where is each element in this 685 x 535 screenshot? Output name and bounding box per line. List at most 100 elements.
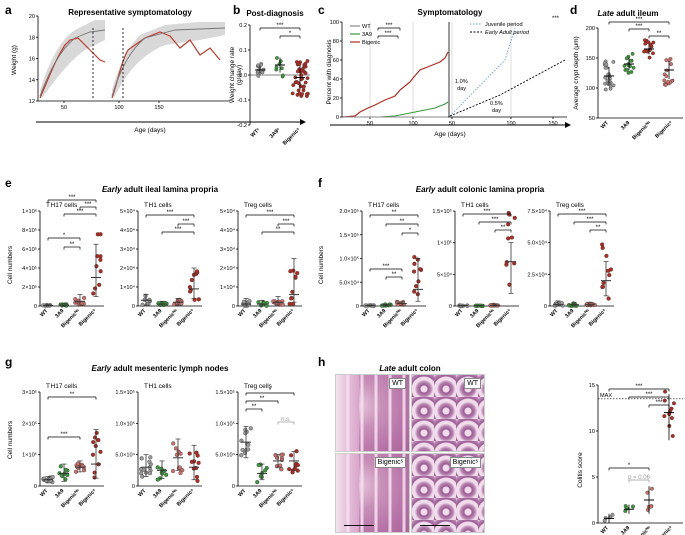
panel-f3-point bbox=[600, 242, 605, 247]
panel-g2-point bbox=[178, 470, 183, 476]
panel-b-point bbox=[305, 76, 310, 81]
panel-f2-y-tick-label: 0 bbox=[449, 304, 452, 310]
panel-e1-category-label: WT bbox=[39, 308, 50, 319]
panel-e2-y-tick-label: 5×10⁴ bbox=[120, 208, 136, 215]
panel-g2-point bbox=[147, 471, 153, 476]
panel-c-title: Symptomatology bbox=[418, 8, 483, 17]
panel-g3-point bbox=[239, 453, 244, 458]
panel-d-point bbox=[664, 58, 669, 62]
panel-g2-y-tick-label: 1.0×10⁵ bbox=[115, 420, 135, 427]
panel-d-sig-label: *** bbox=[635, 24, 643, 30]
panel-f2-point bbox=[504, 260, 509, 265]
panel-f3-point bbox=[600, 284, 606, 289]
panel-f3-sig-label: *** bbox=[586, 217, 594, 223]
panel-g3-sig-label: ** bbox=[260, 396, 265, 402]
panel-h-point bbox=[649, 486, 654, 491]
panel-b-point bbox=[295, 69, 300, 74]
panel-a-y-tick-label: 14 bbox=[29, 78, 35, 84]
panel-g-title: Early adult mesenteric lymph nodes bbox=[92, 364, 229, 373]
panel-b-point bbox=[297, 62, 302, 66]
panel-g1-point bbox=[91, 440, 96, 445]
panel-g2-point bbox=[194, 474, 200, 480]
panel-e3-sig-label: *** bbox=[266, 210, 274, 216]
panel-e2-point bbox=[196, 297, 201, 302]
panel-d-point bbox=[624, 67, 629, 72]
panel-f3-category-label: 3A9 bbox=[564, 308, 575, 319]
panel-d-point bbox=[647, 55, 652, 60]
panel-b-y-tick-label: -0.1 bbox=[237, 98, 247, 104]
panel-e3-sig-label: *** bbox=[282, 219, 290, 225]
panel-c-x-tick-label: 50 bbox=[449, 121, 455, 127]
panel-h-point bbox=[663, 389, 668, 394]
panel-h-sig-label: *** bbox=[655, 400, 663, 406]
panel-g3-sig-label: ** bbox=[252, 404, 257, 410]
panel-c-x-tick-label: 150 bbox=[548, 121, 557, 127]
panel-b-point bbox=[303, 61, 308, 66]
panel-f1-sig-label: ** bbox=[392, 272, 397, 278]
panel-c-bigenic-curve bbox=[342, 51, 449, 118]
panel-h-category-label: WT bbox=[600, 525, 611, 535]
panel-c-sig-label: *** bbox=[384, 31, 392, 37]
panel-h-sig-label: * bbox=[628, 463, 631, 469]
panel-f3-y-tick-label: 2.5×10⁴ bbox=[527, 271, 547, 278]
panel-e2-point bbox=[192, 297, 197, 302]
panel-g3-point bbox=[248, 426, 253, 431]
panel-e1-subtitle: T H17 cells bbox=[46, 202, 78, 209]
panel-g2-point bbox=[141, 467, 146, 473]
histology-wt-high-mag: WT bbox=[411, 374, 485, 452]
panel-h-category-label: 3A9 bbox=[620, 525, 631, 535]
panel-e3-point bbox=[295, 271, 300, 276]
panel-h-point bbox=[669, 416, 674, 420]
panel-f2-y-tick-label: 1×10⁵ bbox=[437, 240, 452, 247]
panel-d-point bbox=[651, 40, 656, 45]
panel-f3-category-label: WT bbox=[549, 308, 560, 319]
panel-f2-point bbox=[506, 236, 511, 241]
panel-b-title: Post-diagnosis bbox=[246, 9, 304, 18]
panel-e3-point bbox=[280, 302, 285, 307]
panel-g3-y-tick-label: 1.0×10⁵ bbox=[215, 420, 235, 427]
panel-h-point bbox=[662, 414, 667, 419]
panel-e3-category-label: WT bbox=[237, 308, 248, 319]
panel-d-point bbox=[651, 51, 655, 56]
panel-g1-y-tick-label: 0 bbox=[34, 484, 37, 490]
panel-f1-point bbox=[418, 267, 423, 272]
panel-f2-category-label: WT bbox=[454, 308, 465, 319]
panel-b-point bbox=[290, 91, 295, 96]
histology-tag: Bigenicˢ bbox=[449, 457, 481, 468]
panel-d-point bbox=[622, 64, 627, 68]
panel-b-y-tick-label: 0.1 bbox=[239, 48, 247, 54]
scale-bar bbox=[344, 525, 374, 526]
panel-g2-point bbox=[147, 459, 152, 464]
panel-a-x-tick-label: 150 bbox=[154, 105, 163, 111]
panel-letter-b: b bbox=[233, 3, 240, 17]
panel-g2-point bbox=[177, 465, 182, 470]
panel-g1-sig-label: *** bbox=[60, 432, 68, 438]
panel-d-point bbox=[664, 74, 669, 78]
panel-f2-point bbox=[507, 212, 512, 217]
panel-g2-point bbox=[148, 455, 153, 460]
panel-e3-category-label: 3A9 bbox=[252, 308, 263, 319]
panel-h-point bbox=[672, 401, 676, 406]
panel-g2-point bbox=[196, 460, 201, 465]
panel-f3-sig-label: ** bbox=[596, 225, 601, 231]
panel-b-point bbox=[303, 80, 308, 85]
panel-d-category-label: Bigenicᴺˢ bbox=[631, 120, 652, 141]
panel-a-x-tick-label: 50 bbox=[61, 105, 67, 111]
panel-h-point bbox=[610, 512, 615, 517]
panel-c-y-tick-label: 40 bbox=[333, 77, 339, 83]
panel-c-x-tick-label: 100 bbox=[408, 121, 417, 127]
panel-g2-point bbox=[171, 441, 176, 446]
panel-c-y-tick-label: 0 bbox=[336, 115, 339, 121]
panel-e2-y-tick-label: 4×10⁴ bbox=[120, 227, 136, 234]
panel-b-point bbox=[281, 73, 285, 78]
panel-letter-g: g bbox=[5, 355, 12, 369]
panel-c-legend-label: WT bbox=[362, 24, 371, 30]
panel-f3-point bbox=[601, 280, 606, 285]
panel-b-category-label: 3A9ˢ bbox=[269, 127, 282, 140]
panel-d-sig-label: *** bbox=[635, 17, 643, 23]
panel-b-point bbox=[301, 85, 306, 90]
panel-b-sig-label: *** bbox=[276, 23, 284, 29]
panel-f1-point bbox=[412, 255, 417, 260]
panel-c-legend2-label: Juvenile period bbox=[485, 22, 523, 28]
panel-h-point bbox=[662, 398, 667, 403]
